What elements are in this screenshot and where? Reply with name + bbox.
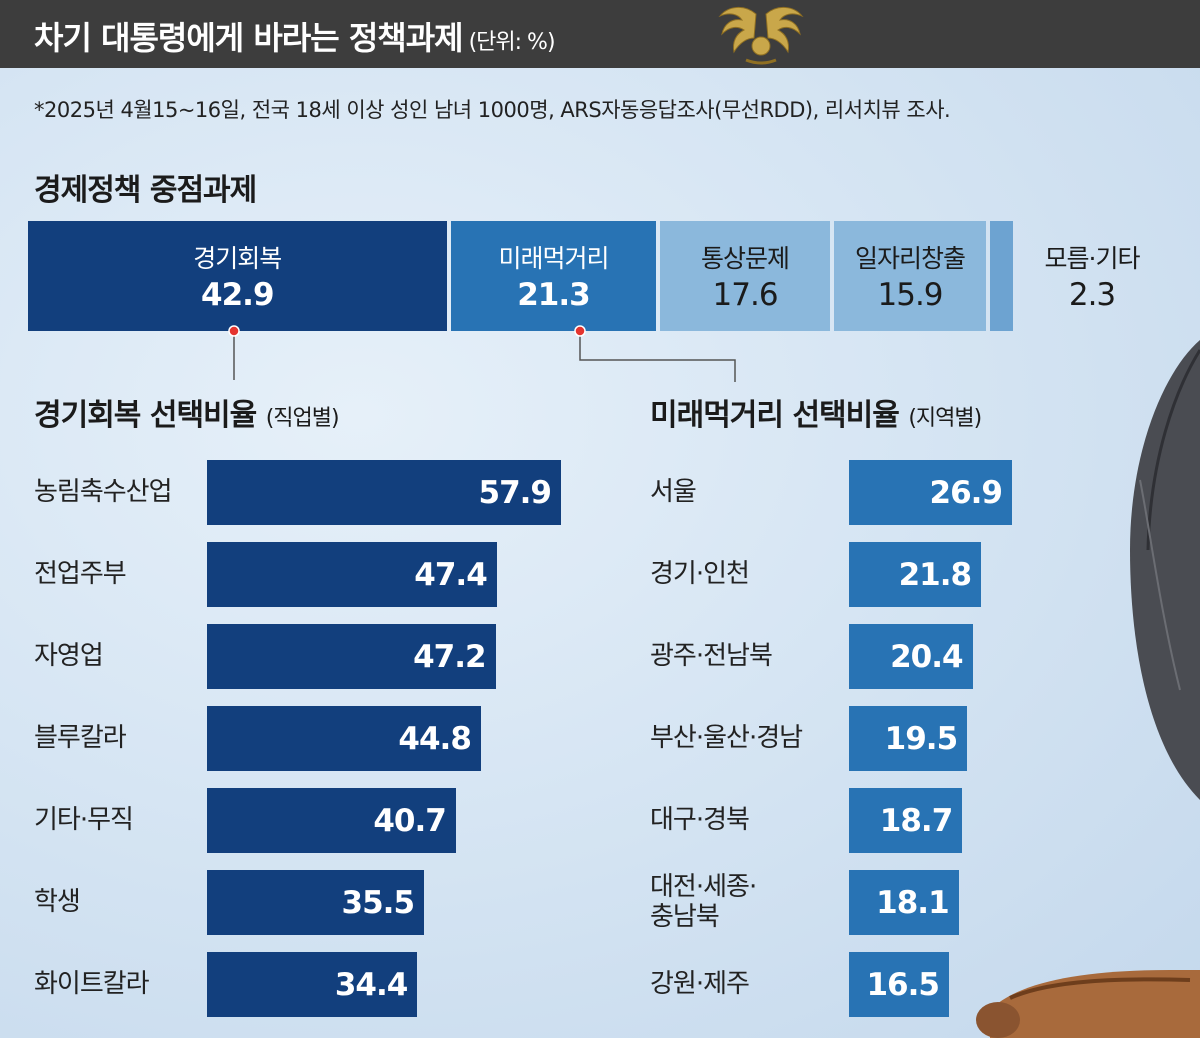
stack-segment-1: 미래먹거리 21.3 xyxy=(450,221,657,331)
bar: 26.9 xyxy=(849,460,1012,525)
bar: 35.5 xyxy=(207,870,425,935)
category-label: 강원·제주 xyxy=(650,969,750,999)
category-label: 기타·무직 xyxy=(34,805,134,835)
bar-value-label: 47.4 xyxy=(414,557,487,593)
stack-segment-value: 21.3 xyxy=(517,277,590,313)
stack-segment-value: 17.6 xyxy=(712,277,779,313)
category-label: 부산·울산·경남 xyxy=(650,723,803,753)
bar: 16.5 xyxy=(849,952,949,1017)
bar-value-label: 18.1 xyxy=(876,885,949,921)
category-label: 서울 xyxy=(650,477,697,507)
title-bar: 차기 대통령에게 바라는 정책과제 (단위: %) xyxy=(0,0,1200,68)
stack-segment-label: 일자리창출 xyxy=(855,244,966,273)
category-label: 경기·인천 xyxy=(650,559,750,589)
bar: 57.9 xyxy=(207,460,561,525)
bar: 40.7 xyxy=(207,788,456,853)
stack-segment-value: 15.9 xyxy=(877,277,944,313)
stack-segment-label: 모름·기타 xyxy=(1044,244,1141,273)
bar-value-label: 47.2 xyxy=(413,639,486,675)
stack-segment-value: 2.3 xyxy=(1068,277,1116,313)
bar-value-label: 35.5 xyxy=(341,885,415,921)
bar: 18.1 xyxy=(849,870,959,935)
occupation-chart-title: 경기회복 선택비율 (직업별) xyxy=(34,398,340,433)
bar: 47.2 xyxy=(207,624,496,689)
bar: 44.8 xyxy=(207,706,481,771)
bar: 34.4 xyxy=(207,952,418,1017)
bar: 19.5 xyxy=(849,706,968,771)
category-label: 대구·경북 xyxy=(650,805,750,835)
category-label: 화이트칼라 xyxy=(34,969,150,999)
bar-value-label: 18.7 xyxy=(879,803,953,839)
stack-segment-label: 경기회복 xyxy=(193,244,282,273)
chart-title: 차기 대통령에게 바라는 정책과제 (단위: %) xyxy=(34,19,556,57)
category-label: 자영업 xyxy=(34,641,104,671)
unit-label: (단위: %) xyxy=(468,30,556,55)
bar: 20.4 xyxy=(849,624,973,689)
bar-value-label: 40.7 xyxy=(373,803,446,839)
stack-segment-2: 통상문제 17.6 xyxy=(660,221,830,331)
stack-segment-4 xyxy=(990,221,1013,331)
category-label: 학생 xyxy=(34,887,81,917)
stack-segment-value: 42.9 xyxy=(201,277,274,313)
stack-segment-label: 미래먹거리 xyxy=(498,244,609,273)
category-label: 전업주부 xyxy=(34,559,127,589)
stack-segment-label: 통상문제 xyxy=(701,244,790,273)
bar-value-label: 34.4 xyxy=(334,967,408,1003)
bar-value-label: 44.8 xyxy=(398,721,471,757)
stack-segment-3: 일자리창출 15.9 xyxy=(833,221,987,331)
category-label: 농림축수산업 xyxy=(34,477,173,507)
bar-value-label: 21.8 xyxy=(898,557,972,593)
bar: 21.8 xyxy=(849,542,982,607)
category-label: 광주·전남북 xyxy=(650,641,773,671)
bar-value-label: 16.5 xyxy=(866,967,939,1003)
category-label: 대전·세종· 충남북 xyxy=(650,872,757,932)
bar-value-label: 20.4 xyxy=(890,639,963,675)
bar-value-label: 57.9 xyxy=(478,475,552,511)
economic-policy-title: 경제정책 중점과제 xyxy=(34,173,257,208)
phoenix-emblem-icon xyxy=(718,7,804,65)
bar: 47.4 xyxy=(207,542,497,607)
category-label: 블루칼라 xyxy=(34,723,127,753)
bar-value-label: 26.9 xyxy=(929,475,1003,511)
stack-segment-0: 경기회복 42.9 xyxy=(28,221,447,331)
stack-segment-outside-label: 모름·기타 2.3 xyxy=(1017,221,1167,331)
decorative-figure-illustration xyxy=(976,340,1200,1038)
bar: 18.7 xyxy=(849,788,963,853)
bar-value-label: 19.5 xyxy=(884,721,958,757)
survey-note: *2025년 4월15~16일, 전국 18세 이상 성인 남녀 1000명, … xyxy=(34,98,951,122)
region-chart-title: 미래먹거리 선택비율 (지역별) xyxy=(650,398,982,433)
